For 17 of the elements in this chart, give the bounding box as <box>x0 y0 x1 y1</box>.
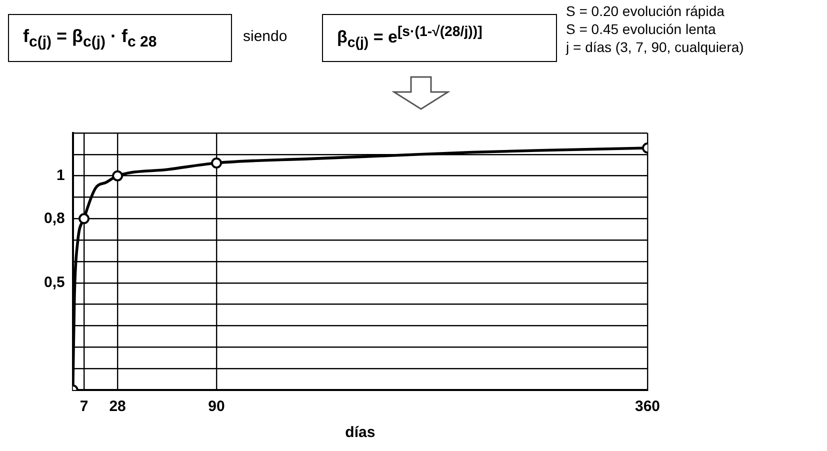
text: S = 0.45 evolución lenta <box>566 20 717 38</box>
y-tick-label: 1 <box>56 166 65 184</box>
text: S = 0.20 evolución rápida <box>566 2 726 20</box>
point <box>211 157 222 168</box>
text: β$_{c(j)}$ = e$^{[s·(1-√(28/j))]}$ <box>337 24 482 52</box>
x-tick-label: 28 <box>109 398 126 416</box>
y-tick-label: 0,5 <box>44 274 65 292</box>
x-axis-title: días <box>345 424 376 442</box>
y-tick-label: 0,8 <box>44 210 65 227</box>
text: siendo <box>243 28 288 45</box>
x-tick-label: 90 <box>208 398 225 416</box>
text: j = días (3, 7, 90, cualquiera) <box>566 38 744 56</box>
text: f$_{c(j)}$ = β$_{c(j)}$ · f$_{c 28}$ <box>23 26 157 50</box>
point <box>112 170 124 182</box>
x-tick-label: 7 <box>80 398 88 416</box>
point <box>78 213 90 224</box>
x-tick-label: 360 <box>634 398 660 416</box>
